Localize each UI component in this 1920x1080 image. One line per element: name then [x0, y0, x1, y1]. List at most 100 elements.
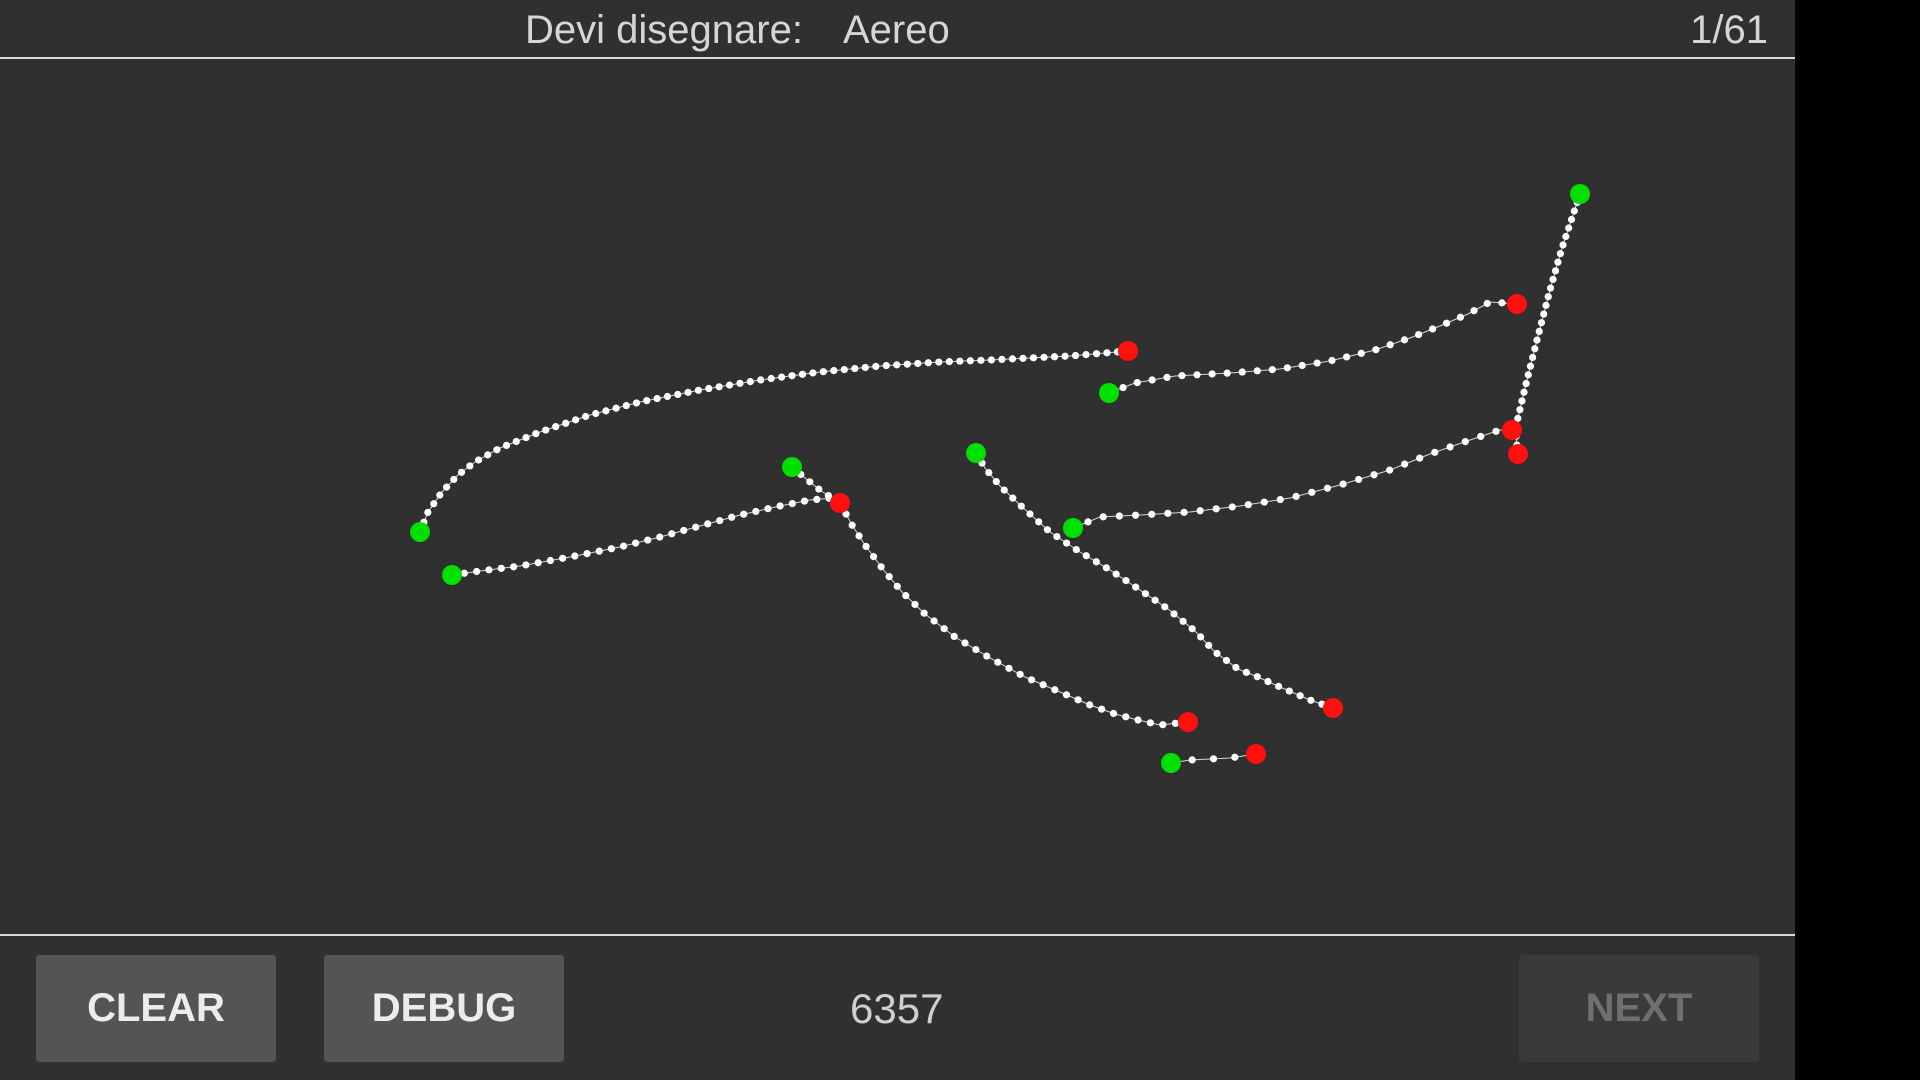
stroke-sample-dot [1253, 673, 1261, 681]
stroke-line [1108, 301, 1518, 394]
stroke-sample-dot [1026, 510, 1034, 518]
stroke-sample-dot [1498, 299, 1506, 307]
stroke-sample-dot [1442, 319, 1451, 327]
stroke-sample-dot [815, 485, 823, 493]
stroke-sample-dot [1029, 354, 1038, 362]
stroke-sample-dot [994, 658, 1002, 666]
stroke-sample-dot [522, 433, 530, 442]
stroke-sample-dot [668, 530, 676, 538]
stroke-sample-dot [966, 357, 974, 365]
stroke-sample-dot [1099, 513, 1107, 521]
progress-counter: 1/61 [1690, 8, 1768, 52]
stroke-end-point [1118, 341, 1138, 361]
stroke-sample-dot [510, 563, 518, 571]
stroke-sample-dot [1429, 325, 1437, 333]
stroke-end-point [1502, 420, 1522, 440]
stroke-sample-dot [497, 564, 505, 572]
stroke-sample-dot [1416, 454, 1424, 462]
stroke-sample-dot [522, 561, 530, 569]
stroke-sample-dot [546, 556, 554, 565]
stroke-sample-dot [1456, 313, 1465, 321]
stroke-sample-dot [956, 357, 964, 365]
stroke-sample-dot [1132, 583, 1140, 591]
stroke-sample-dot [998, 355, 1006, 364]
stroke-sample-dot [1328, 356, 1336, 365]
stroke-line [451, 497, 841, 576]
stroke-sample-dot [885, 572, 893, 581]
strokes-layer [410, 184, 1590, 773]
stroke-sample-dot [830, 367, 838, 375]
stroke-sample-dot [893, 582, 901, 590]
stroke-sample-dot [571, 552, 579, 560]
stroke-sample-dot [474, 456, 483, 464]
stroke-sample-dot [987, 356, 996, 364]
stroke-end-point [1246, 744, 1266, 764]
stroke-sample-dot [950, 632, 958, 641]
stroke-sample-dot [684, 388, 692, 396]
stroke-sample-dot [800, 497, 809, 505]
stroke-sample-dot [1339, 480, 1347, 488]
stroke-sample-dot [1053, 532, 1061, 541]
stroke-sample-dot [1570, 207, 1578, 215]
stroke-sample-dot [1276, 495, 1284, 504]
stroke-sample-dot [1212, 505, 1220, 513]
stroke-sample-dot [736, 379, 744, 387]
stroke-sample-dot [1017, 502, 1025, 510]
stroke-start-point [782, 457, 802, 477]
stroke-sample-dot [788, 372, 796, 380]
drawing-canvas[interactable] [0, 59, 1795, 934]
stroke-sample-dot [1343, 353, 1351, 361]
stroke-sample-dot [1098, 705, 1106, 713]
next-button[interactable]: NEXT [1519, 955, 1759, 1062]
stroke-sample-dot [940, 625, 948, 633]
stroke-end-point [1507, 294, 1527, 314]
stroke-sample-dot [1134, 716, 1142, 724]
stroke-sample-dot [1275, 682, 1283, 690]
stroke-sample-dot [460, 569, 468, 577]
stroke-sample-dot [1074, 696, 1082, 704]
drawing-app: Devi disegnare: Aereo 1/61 CLEAR DEBUG 6… [0, 0, 1795, 1080]
stroke-sample-dot [1549, 275, 1557, 284]
clear-button[interactable]: CLEAR [36, 955, 276, 1062]
stroke-sample-dot [1213, 649, 1221, 658]
stroke-sample-dot [1148, 510, 1156, 518]
stroke-sample-dot [1148, 376, 1156, 384]
stroke-sample-dot [602, 407, 610, 415]
stroke-sample-dot [582, 412, 590, 421]
stroke-sample-dot [992, 477, 1000, 486]
stroke-sample-dot [1542, 301, 1550, 309]
stroke-sample-dot [1193, 371, 1201, 379]
stroke-sample-dot [562, 419, 570, 427]
stroke-sample-dot [1244, 501, 1252, 509]
stroke-sample-dot [1062, 539, 1071, 547]
stroke-sample-dot [663, 392, 672, 401]
prompt-word: Aereo [843, 8, 950, 52]
stroke-sample-dot [1039, 681, 1047, 689]
debug-button[interactable]: DEBUG [324, 955, 564, 1062]
stroke-sample-dot [1223, 369, 1231, 377]
stroke-start-point [410, 522, 430, 542]
stroke-sample-dot [1161, 603, 1169, 611]
stroke-sample-dot [680, 526, 688, 535]
stroke-sample-dot [1518, 397, 1526, 405]
stroke-sample-dot [1005, 664, 1013, 672]
stroke-sample-dot [1171, 719, 1179, 727]
stroke-sample-dot [1092, 558, 1100, 566]
stroke-sample-dot [1232, 663, 1240, 672]
stroke-sample-dot [1071, 351, 1080, 360]
stroke-sample-dot [1551, 267, 1560, 275]
stroke-sample-dot [1086, 701, 1094, 709]
stroke-sample-dot [1051, 686, 1059, 694]
stroke-sample-dot [694, 386, 703, 394]
stroke-sample-dot [1146, 719, 1154, 727]
stroke-sample-dot [552, 423, 560, 431]
stroke-sample-dot [1307, 696, 1315, 704]
stroke-sample-dot [1372, 346, 1380, 354]
footer-divider [0, 934, 1795, 936]
stroke-sample-dot [1238, 368, 1246, 376]
stroke-sample-dot [542, 426, 550, 434]
stroke-sample-dot [583, 549, 591, 558]
stroke-sample-dot [1082, 552, 1090, 560]
stroke-sample-dot [1205, 641, 1213, 649]
stroke-sample-dot [1242, 668, 1251, 676]
